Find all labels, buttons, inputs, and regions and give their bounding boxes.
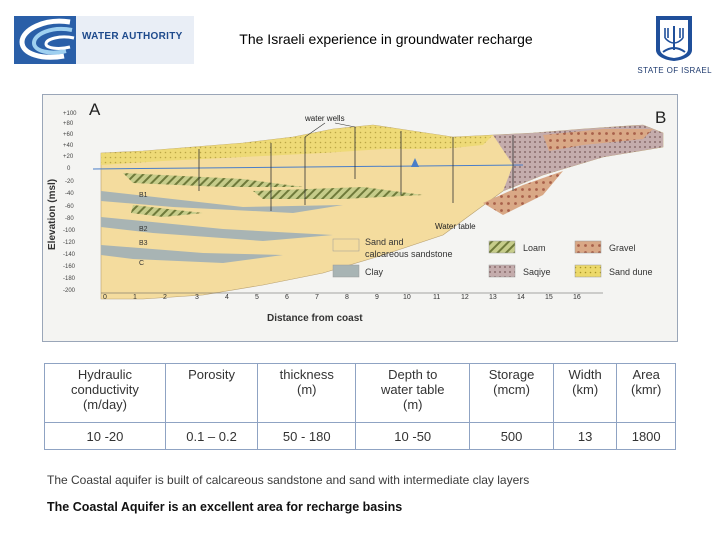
- y-axis-label: Elevation (msl): [47, 179, 58, 250]
- legend-swatch-gravel: [574, 240, 602, 254]
- header-thickness: thickness (m): [257, 363, 357, 423]
- y-tick: -120: [63, 240, 76, 246]
- x-tick: 6: [285, 294, 289, 301]
- legend-label-sand-dune: Sand dune: [609, 267, 653, 277]
- x-tick: 1: [133, 294, 137, 301]
- aquifer-label-b2: B2: [139, 226, 148, 233]
- y-tick: +100: [63, 111, 77, 117]
- value-width: 13: [552, 422, 618, 450]
- header-storage: Storage (mcm): [469, 363, 554, 423]
- legend-swatch-loam: [488, 240, 516, 254]
- x-tick: 16: [573, 294, 581, 301]
- x-tick: 15: [545, 294, 553, 301]
- table-row: 10 -20 0.1 – 0.2 50 - 180 10 -50 500 13 …: [44, 422, 676, 450]
- x-tick: 13: [489, 294, 497, 301]
- y-tick: -80: [65, 216, 74, 222]
- x-tick: 4: [225, 294, 229, 301]
- y-tick: -100: [63, 228, 76, 234]
- water-authority-logo: [14, 16, 194, 64]
- legend-swatch-sand: [332, 238, 360, 252]
- y-tick: -200: [63, 288, 76, 294]
- water-table-marker-icon: [411, 158, 419, 167]
- aquifer-description-note: The Coastal aquifer is built of calcareo…: [47, 473, 530, 487]
- water-swirl-icon: [14, 16, 194, 64]
- legend: Sand and calcareous sandstone Clay Loam …: [332, 237, 653, 278]
- value-porosity: 0.1 – 0.2: [164, 422, 259, 450]
- section-label-b: B: [655, 108, 666, 127]
- aquifer-cross-section: Elevation (msl) +100 +80 +60 +40 +20 0 -…: [42, 94, 678, 342]
- state-of-israel-label: STATE OF ISRAEL: [637, 66, 712, 75]
- x-tick: 12: [461, 294, 469, 301]
- x-tick: 5: [255, 294, 259, 301]
- legend-label-saqiye: Saqiye: [523, 267, 551, 277]
- aquifer-label-b3: B3: [139, 240, 148, 247]
- state-emblem-icon: [656, 16, 692, 61]
- table-header-row: Hydraulic conductivity (m/day) Porosity …: [44, 363, 676, 423]
- legend-label-clay: Clay: [365, 267, 384, 277]
- header-area: Area (kmr): [616, 363, 676, 423]
- x-tick: 0: [103, 294, 107, 301]
- x-tick: 2: [163, 294, 167, 301]
- y-tick: -140: [63, 252, 76, 258]
- legend-swatch-sand-dune: [574, 264, 602, 278]
- value-storage: 500: [469, 422, 554, 450]
- value-depth-to-water-table: 10 -50: [355, 422, 471, 450]
- y-tick: +40: [63, 143, 74, 149]
- recharge-basin-note: The Coastal Aquifer is an excellent area…: [47, 500, 403, 514]
- header-width: Width (km): [552, 363, 618, 423]
- y-tick: -40: [65, 191, 74, 197]
- x-tick: 11: [433, 294, 440, 301]
- legend-label-sand: Sand and: [365, 237, 404, 247]
- header-hydraulic-conductivity: Hydraulic conductivity (m/day): [44, 363, 166, 423]
- value-area: 1800: [616, 422, 676, 450]
- water-table-label: Water table: [435, 222, 476, 231]
- y-tick: -180: [63, 276, 76, 282]
- x-tick: 9: [375, 294, 379, 301]
- y-tick: +60: [63, 132, 74, 138]
- y-tick: 0: [67, 166, 71, 172]
- y-tick: +80: [63, 121, 74, 127]
- legend-label-sand-2: calcareous sandstone: [365, 249, 453, 259]
- logo-text: WATER AUTHORITY: [82, 31, 183, 42]
- header-porosity: Porosity: [164, 363, 259, 423]
- y-tick: -60: [65, 204, 74, 210]
- aquifer-label-b1: B1: [139, 192, 148, 199]
- section-label-a: A: [89, 100, 101, 119]
- legend-swatch-saqiye: [488, 264, 516, 278]
- aquifer-label-c: C: [139, 260, 144, 267]
- aquifer-properties-table: Hydraulic conductivity (m/day) Porosity …: [44, 363, 676, 450]
- y-tick: -20: [65, 179, 74, 185]
- page-title: The Israeli experience in groundwater re…: [239, 31, 533, 47]
- x-tick: 7: [315, 294, 319, 301]
- legend-label-loam: Loam: [523, 243, 546, 253]
- x-tick: 10: [403, 294, 411, 301]
- legend-swatch-clay: [332, 264, 360, 278]
- value-thickness: 50 - 180: [257, 422, 357, 450]
- x-tick: 14: [517, 294, 525, 301]
- x-axis-label: Distance from coast: [267, 313, 363, 324]
- header-depth-to-water-table: Depth to water table (m): [355, 363, 471, 423]
- y-tick: -160: [63, 264, 76, 270]
- legend-label-gravel: Gravel: [609, 243, 636, 253]
- water-wells-label: water wells: [304, 114, 345, 123]
- y-tick: +20: [63, 154, 74, 160]
- value-hydraulic-conductivity: 10 -20: [44, 422, 166, 450]
- x-tick: 8: [345, 294, 349, 301]
- x-tick: 3: [195, 294, 199, 301]
